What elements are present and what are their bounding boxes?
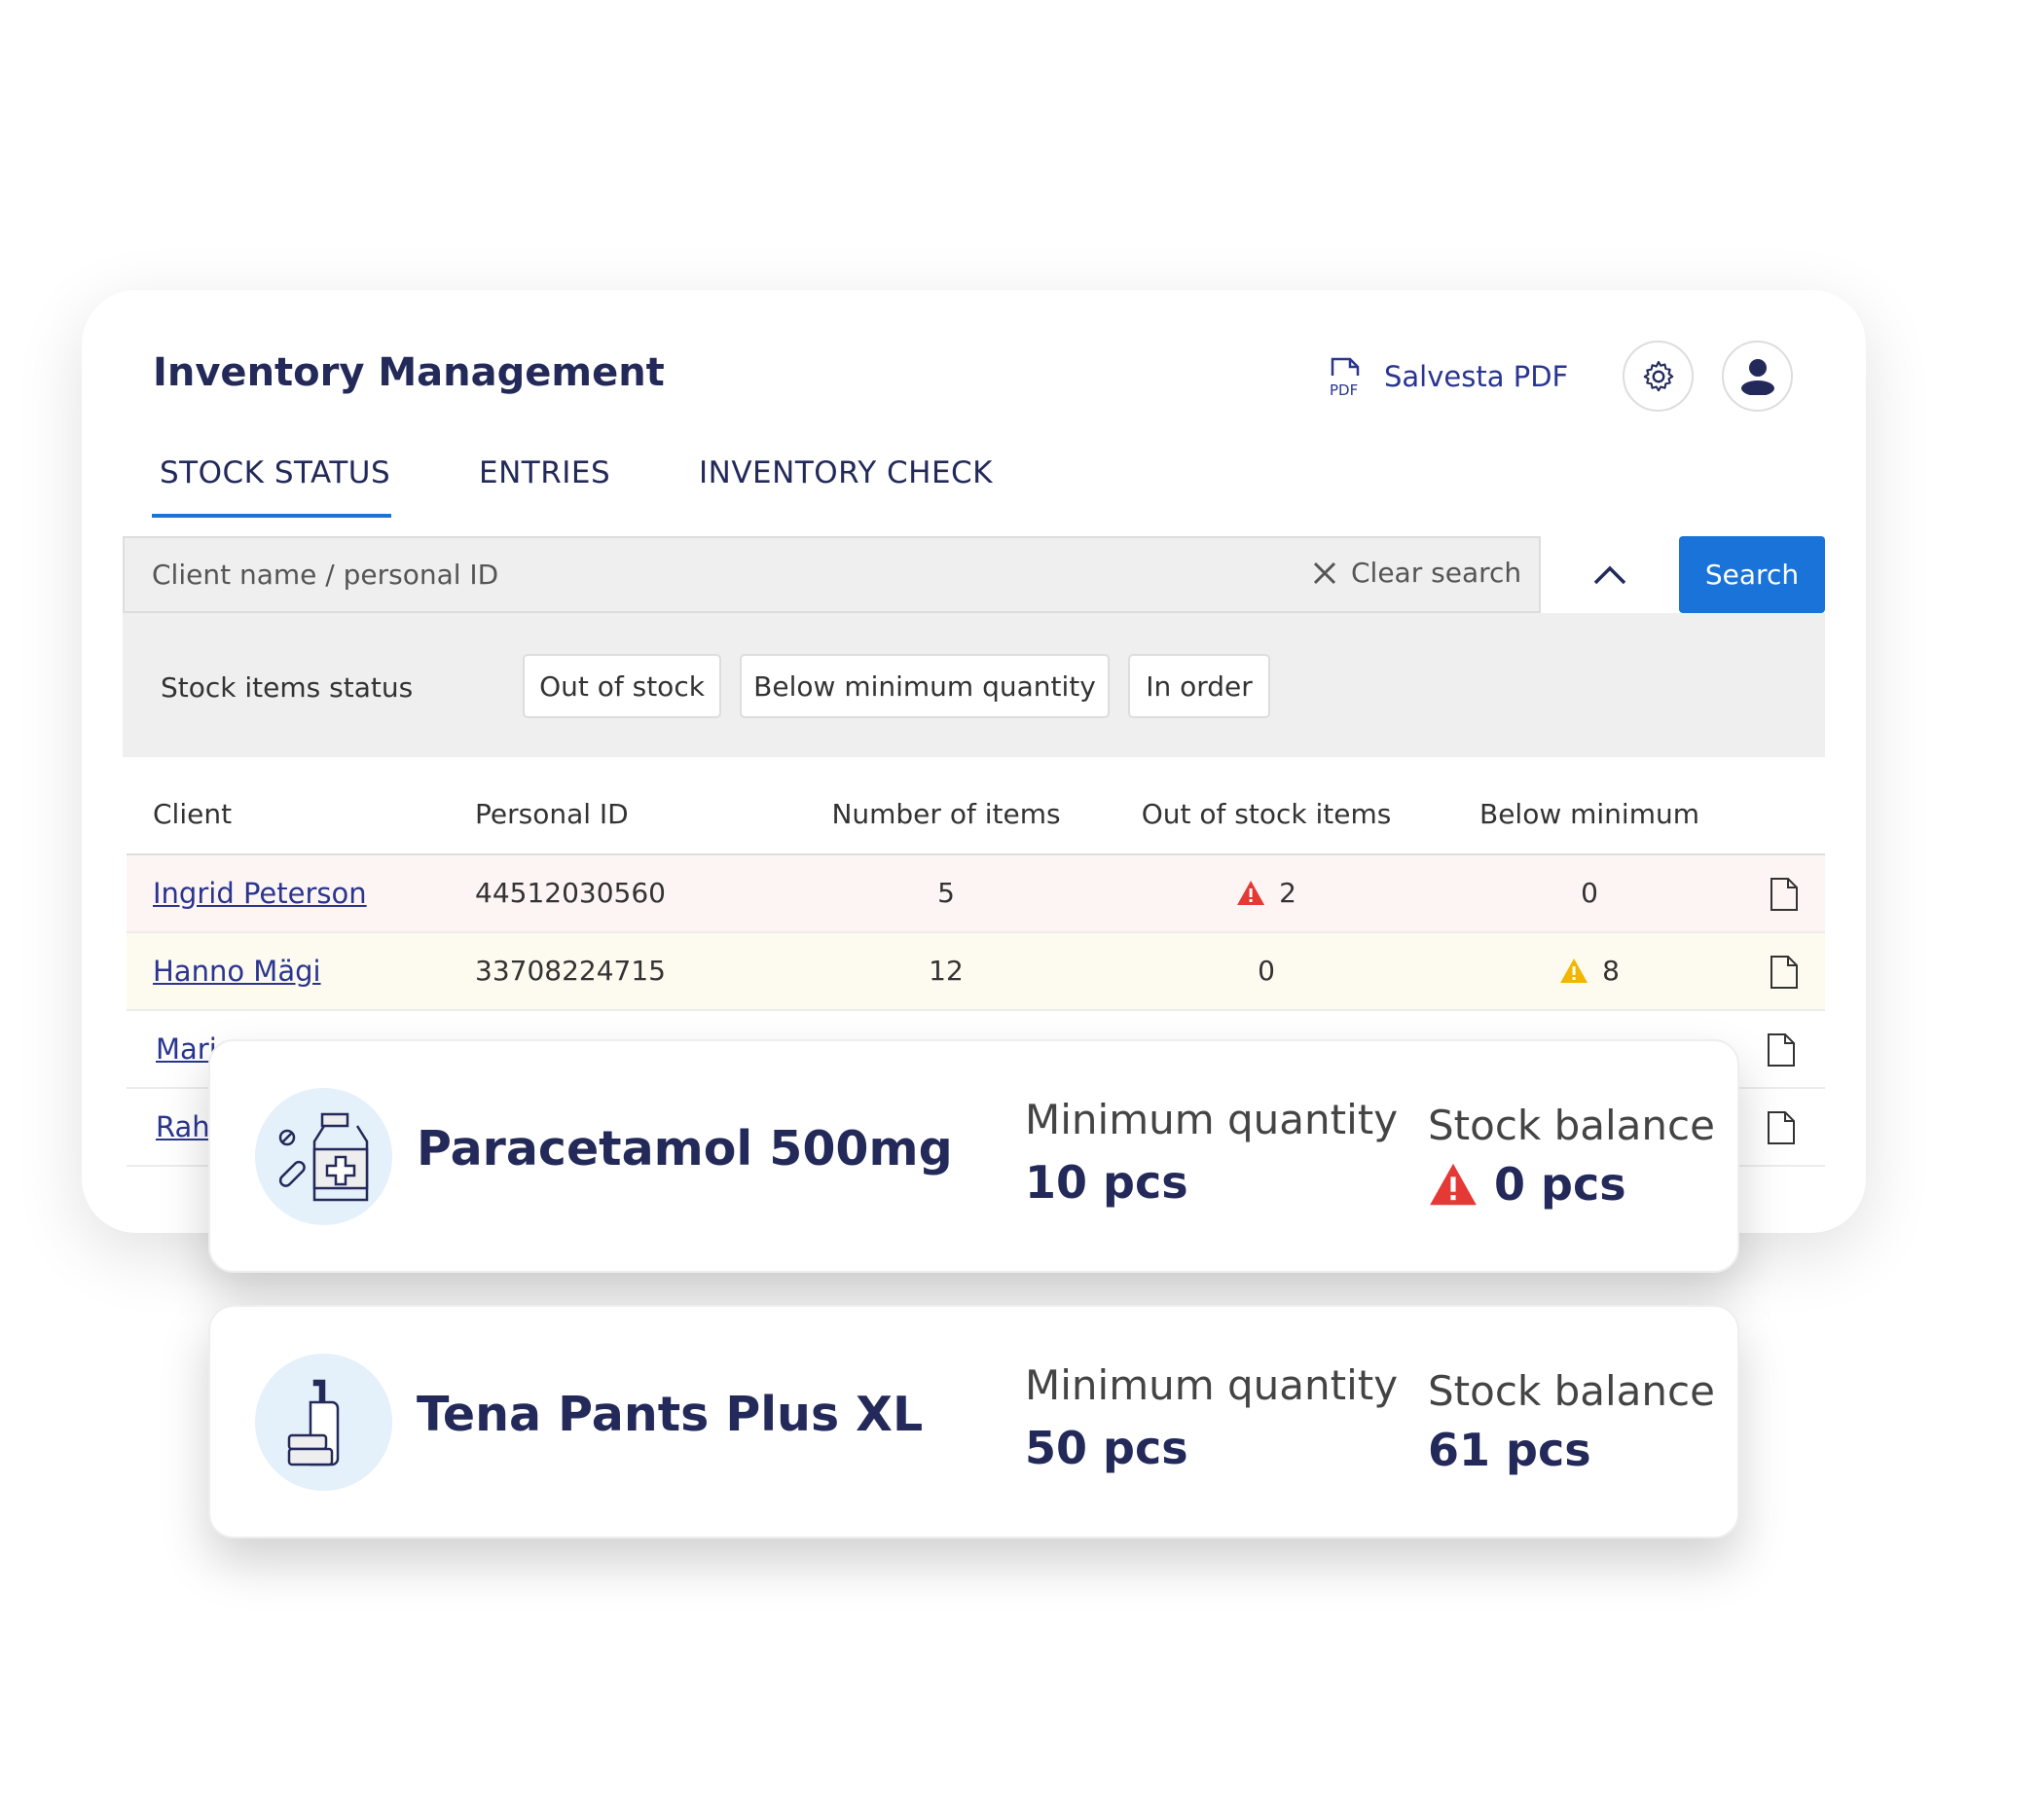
tab-entries[interactable]: ENTRIES: [479, 455, 611, 490]
below-minimum-count: 0: [1581, 877, 1598, 909]
close-icon: [1313, 561, 1336, 584]
document-icon[interactable]: [1767, 1110, 1796, 1145]
product-name: Tena Pants Plus XL: [417, 1387, 924, 1442]
table-row: Hanno Mägi 33708224715 12 0 8: [127, 933, 1825, 1011]
stock-balance-value: 61 pcs: [1428, 1424, 1591, 1476]
filter-label: Stock items status: [161, 671, 414, 704]
warning-icon: [1560, 959, 1588, 983]
personal-id: 44512030560: [475, 877, 666, 909]
chevron-up-icon[interactable]: [1592, 564, 1627, 586]
medicine-bottle-icon: [278, 1112, 368, 1201]
settings-button[interactable]: [1623, 341, 1694, 412]
error-warning-icon: [1430, 1163, 1477, 1206]
column-header-below-minimum: Below minimum: [1478, 798, 1700, 830]
minimum-quantity-label: Minimum quantity: [1025, 1361, 1399, 1409]
filter-chip-out-of-stock[interactable]: Out of stock: [523, 654, 721, 718]
below-minimum-count: 8: [1602, 955, 1620, 987]
page-title: Inventory Management: [153, 350, 665, 395]
user-icon: [1740, 358, 1774, 395]
client-link[interactable]: Hanno Mägi: [153, 955, 321, 988]
column-header-client: Client: [153, 798, 233, 830]
out-of-stock-count: 2: [1279, 877, 1296, 909]
save-pdf-label: Salvesta PDF: [1384, 360, 1569, 393]
tab-inventory-check[interactable]: INVENTORY CHECK: [699, 455, 994, 490]
column-header-number-of-items: Number of items: [831, 798, 1061, 830]
product-card: Paracetamol 500mg Minimum quantity 10 pc…: [208, 1039, 1739, 1273]
search-placeholder: Client name / personal ID: [152, 559, 499, 591]
filter-chip-in-order[interactable]: In order: [1128, 654, 1270, 718]
product-icon-circle: [255, 1088, 392, 1225]
header-divider: [127, 853, 1825, 855]
save-pdf-button[interactable]: PDF Salvesta PDF: [1330, 356, 1568, 397]
stock-balance-label: Stock balance: [1428, 1367, 1715, 1415]
stock-balance-value: 0 pcs: [1494, 1158, 1626, 1211]
gear-icon: [1643, 360, 1673, 391]
minimum-quantity-label: Minimum quantity: [1025, 1096, 1399, 1143]
column-header-out-of-stock: Out of stock items: [1141, 798, 1392, 830]
search-button[interactable]: Search: [1679, 536, 1825, 613]
search-input[interactable]: Client name / personal ID: [123, 536, 1541, 613]
document-icon[interactable]: [1770, 877, 1799, 912]
document-icon[interactable]: [1767, 1032, 1796, 1068]
personal-id: 33708224715: [475, 955, 666, 987]
product-card: Tena Pants Plus XL Minimum quantity 50 p…: [208, 1305, 1739, 1538]
hygiene-products-icon: [287, 1379, 339, 1466]
client-link[interactable]: Ingrid Peterson: [153, 877, 367, 910]
active-tab-indicator: [152, 514, 391, 518]
clear-search-label: Clear search: [1351, 557, 1522, 589]
tab-stock-status[interactable]: STOCK STATUS: [160, 455, 391, 490]
error-warning-icon: [1237, 881, 1265, 905]
user-profile-button[interactable]: [1722, 341, 1793, 412]
number-of-items: 12: [929, 955, 964, 987]
clear-search-button[interactable]: Clear search: [1312, 557, 1521, 589]
stock-balance: 0 pcs: [1428, 1158, 1626, 1211]
client-link[interactable]: Mari: [156, 1032, 217, 1066]
client-link[interactable]: Rah: [156, 1110, 210, 1143]
table-row: Ingrid Peterson 44512030560 5 2 0: [127, 855, 1825, 933]
minimum-quantity-value: 50 pcs: [1025, 1422, 1188, 1474]
minimum-quantity-value: 10 pcs: [1025, 1156, 1188, 1209]
out-of-stock-count: 0: [1258, 955, 1275, 987]
svg-text:PDF: PDF: [1330, 381, 1358, 397]
stock-balance-label: Stock balance: [1428, 1102, 1715, 1149]
filter-chip-below-minimum[interactable]: Below minimum quantity: [740, 654, 1110, 718]
product-name: Paracetamol 500mg: [417, 1121, 953, 1176]
number-of-items: 5: [937, 877, 955, 909]
product-icon-circle: [255, 1354, 392, 1491]
column-header-personal-id: Personal ID: [475, 798, 629, 830]
document-icon[interactable]: [1770, 955, 1799, 990]
pdf-file-icon: PDF: [1330, 357, 1360, 397]
